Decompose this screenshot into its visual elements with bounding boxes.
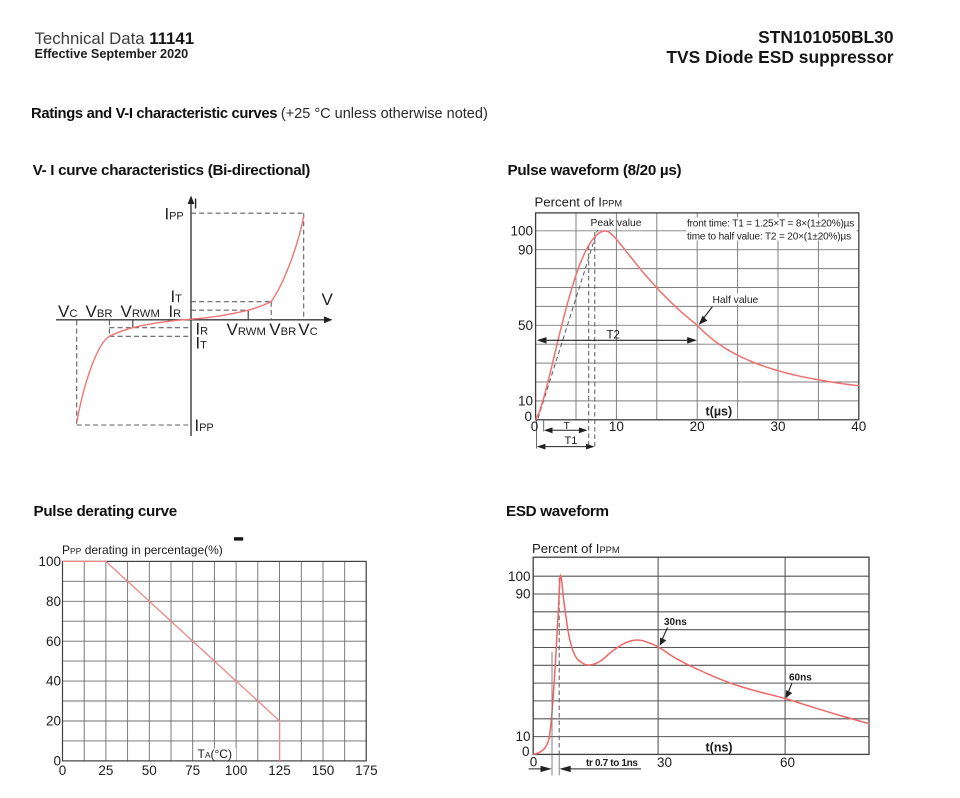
svg-text:0: 0 <box>531 419 539 434</box>
svg-text:V: V <box>322 290 334 309</box>
svg-text:0: 0 <box>59 763 67 778</box>
svg-text:125: 125 <box>268 763 291 778</box>
svg-text:75: 75 <box>185 763 200 778</box>
svg-text:T1: T1 <box>565 435 578 447</box>
svg-text:20: 20 <box>46 714 61 729</box>
svg-text:10: 10 <box>515 729 530 744</box>
svg-text:Percent of IPPM: Percent of IPPM <box>535 195 623 210</box>
svg-text:IR: IR <box>169 303 182 321</box>
svg-text:0: 0 <box>522 744 530 759</box>
svg-text:100: 100 <box>38 554 61 569</box>
svg-text:VC: VC <box>58 302 78 321</box>
svg-text:VC: VC <box>298 320 318 339</box>
svg-text:60: 60 <box>780 755 795 770</box>
svg-text:20: 20 <box>690 419 705 434</box>
svg-text:40: 40 <box>46 674 61 689</box>
svg-text:30ns: 30ns <box>664 617 687 628</box>
svg-text:IR: IR <box>196 321 209 339</box>
svg-text:0: 0 <box>530 755 538 770</box>
svg-text:10: 10 <box>518 393 533 408</box>
svg-text:30: 30 <box>657 755 672 770</box>
svg-text:T2: T2 <box>607 330 620 342</box>
svg-text:VRWM: VRWM <box>227 320 266 339</box>
svg-text:IPP: IPP <box>165 206 184 224</box>
svg-text:10: 10 <box>609 419 624 434</box>
svg-text:tr 0.7 to 1ns: tr 0.7 to 1ns <box>586 758 638 769</box>
svg-text:100: 100 <box>510 223 533 238</box>
svg-text:60: 60 <box>46 634 61 649</box>
svg-text:IT: IT <box>171 288 183 306</box>
svg-text:40: 40 <box>851 419 866 434</box>
svg-text:0: 0 <box>524 409 532 424</box>
svg-text:VRWM: VRWM <box>121 302 160 321</box>
svg-text:80: 80 <box>46 594 61 609</box>
svg-text:IT: IT <box>196 335 208 353</box>
svg-text:VBR: VBR <box>269 320 296 339</box>
svg-text:t(µs): t(µs) <box>706 405 733 419</box>
svg-text:30: 30 <box>770 419 785 434</box>
svg-text:100: 100 <box>508 569 531 584</box>
svg-text:90: 90 <box>515 587 530 602</box>
svg-text:50: 50 <box>518 318 533 333</box>
svg-text:0: 0 <box>53 754 61 769</box>
svg-text:TA(°C): TA(°C) <box>198 747 232 761</box>
svg-text:25: 25 <box>98 763 113 778</box>
svg-text:175: 175 <box>355 763 378 778</box>
svg-text:IPP: IPP <box>195 417 214 435</box>
svg-text:time to half value: T2 = 20×(1: time to half value: T2 = 20×(1±20%)µs <box>687 231 851 242</box>
svg-text:t(ns): t(ns) <box>706 741 733 755</box>
svg-text:T: T <box>564 420 571 432</box>
svg-text:90: 90 <box>518 242 533 257</box>
svg-text:50: 50 <box>142 763 157 778</box>
svg-text:VBR: VBR <box>86 302 113 321</box>
svg-text:Half value: Half value <box>713 295 759 306</box>
svg-text:front time: T1 = 1.25×T = 8×(1: front time: T1 = 1.25×T = 8×(1±20%)µs <box>687 218 854 229</box>
svg-text:100: 100 <box>225 763 248 778</box>
svg-text:PPP derating in percentage(%): PPP derating in percentage(%) <box>62 543 223 557</box>
svg-text:Percent of IPPM: Percent of IPPM <box>532 541 620 556</box>
svg-text:60ns: 60ns <box>789 673 812 684</box>
svg-text:150: 150 <box>312 763 335 778</box>
svg-text:Peak value: Peak value <box>591 218 642 229</box>
svg-text:I: I <box>194 196 198 213</box>
